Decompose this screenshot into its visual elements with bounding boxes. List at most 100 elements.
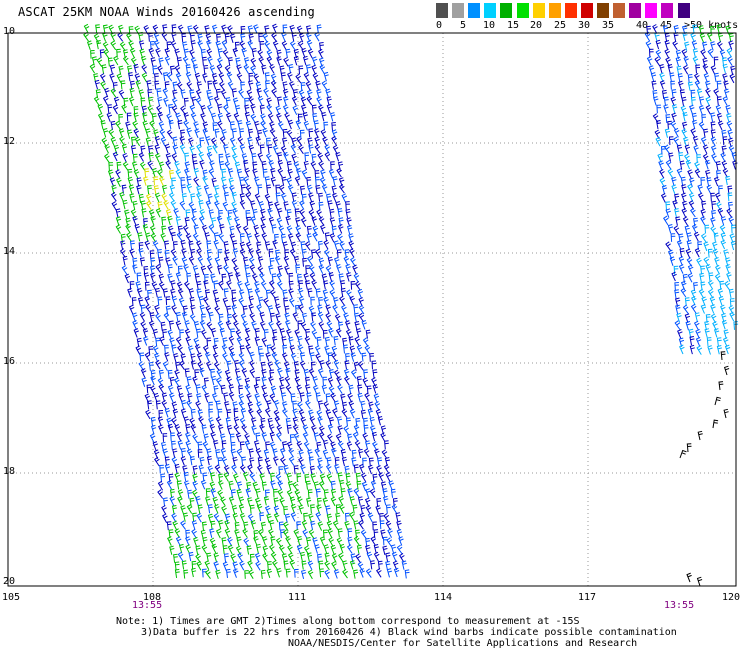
wind-barb xyxy=(179,329,184,339)
wind-barb xyxy=(169,488,175,498)
wind-barb xyxy=(273,296,280,306)
wind-barb xyxy=(206,39,212,50)
wind-barb xyxy=(707,248,713,258)
wind-barb xyxy=(107,169,114,179)
wind-barb xyxy=(149,41,155,50)
wind-barb xyxy=(107,104,113,114)
wind-barb xyxy=(250,417,257,427)
wind-barb xyxy=(198,296,204,306)
wind-barb xyxy=(655,39,661,50)
wind-barb xyxy=(193,536,199,547)
wind-barb xyxy=(248,256,255,267)
wind-barb xyxy=(293,55,300,66)
wind-barb xyxy=(211,392,218,403)
wind-barb xyxy=(180,408,187,418)
wind-barb xyxy=(678,337,685,347)
wind-barb xyxy=(145,200,152,210)
wind-barb xyxy=(346,217,352,227)
wind-barb xyxy=(345,263,351,274)
wind-barb xyxy=(353,520,359,530)
wind-barb xyxy=(153,392,160,403)
wind-barb xyxy=(165,257,171,267)
wind-barb xyxy=(662,25,669,35)
wind-barb xyxy=(328,272,334,282)
wind-barb xyxy=(170,288,176,299)
wind-barb xyxy=(712,241,718,251)
wind-barb xyxy=(371,377,377,387)
wind-barb xyxy=(308,209,315,219)
wind-barb xyxy=(146,384,152,394)
wind-barb xyxy=(162,448,168,458)
wind-barb xyxy=(272,559,278,570)
wind-barb xyxy=(214,503,220,514)
wind-barb xyxy=(215,400,221,410)
wind-barb xyxy=(218,519,224,530)
wind-barb xyxy=(667,120,673,130)
wind-barb xyxy=(290,393,296,403)
wind-barb xyxy=(144,168,150,178)
wind-barb xyxy=(206,255,213,266)
wind-barb xyxy=(396,544,403,555)
wind-barb xyxy=(700,215,706,226)
wind-barb xyxy=(171,153,178,163)
wind-barb xyxy=(230,328,235,338)
wind-barb xyxy=(231,191,237,202)
wind-barb xyxy=(128,40,134,50)
wind-barb xyxy=(276,280,283,291)
wind-barb xyxy=(701,41,708,51)
wind-barb xyxy=(686,240,692,250)
wind-barb xyxy=(301,193,307,203)
wind-barb xyxy=(324,249,330,259)
wind-barb xyxy=(109,64,116,74)
wind-barb xyxy=(143,176,149,186)
wind-barb xyxy=(651,80,657,90)
colorbar-tick-label: 30 xyxy=(578,20,591,31)
wind-barb xyxy=(101,137,108,147)
wind-barb xyxy=(259,144,265,154)
wind-barb xyxy=(335,201,341,211)
pass-time-east: 13:55 xyxy=(664,600,695,611)
wind-barb xyxy=(148,320,155,331)
wind-barb xyxy=(167,536,173,546)
wind-barb xyxy=(191,567,197,578)
wind-barb xyxy=(256,401,262,412)
wind-barb xyxy=(384,457,391,467)
wind-barb xyxy=(287,552,294,562)
wind-barb xyxy=(132,320,138,330)
wind-barb xyxy=(678,233,684,243)
wind-barb xyxy=(680,105,687,116)
wind-barb xyxy=(314,136,320,147)
wind-barb xyxy=(131,136,136,146)
wind-barb xyxy=(664,48,670,59)
wind-barb xyxy=(674,193,680,203)
wind-barb xyxy=(375,505,381,515)
wind-barb xyxy=(260,223,266,234)
wind-barb xyxy=(689,344,695,355)
wind-barb xyxy=(274,416,281,426)
wind-barb xyxy=(308,513,314,523)
wind-barb xyxy=(154,73,159,82)
wind-barb xyxy=(301,560,307,570)
wind-barb xyxy=(345,201,350,210)
wind-barb xyxy=(293,255,300,266)
wind-barb xyxy=(689,104,695,115)
wind-barb xyxy=(677,73,683,83)
wind-barb xyxy=(164,143,171,154)
wind-barb xyxy=(174,472,180,483)
wind-barb xyxy=(311,312,317,322)
wind-barb xyxy=(707,280,714,290)
wind-barb xyxy=(684,41,690,51)
wind-barb xyxy=(357,392,363,403)
wind-barb xyxy=(241,47,247,58)
wind-barb xyxy=(692,135,699,146)
wind-barb xyxy=(200,112,206,123)
wind-barb xyxy=(254,497,261,508)
wind-barb xyxy=(720,216,727,226)
wind-barb xyxy=(186,272,192,282)
wind-barb xyxy=(116,161,122,171)
wind-barb xyxy=(324,345,330,355)
wind-barb xyxy=(353,304,359,314)
wind-barb xyxy=(158,369,164,379)
wind-barb xyxy=(361,352,367,362)
wind-barb xyxy=(244,433,250,443)
